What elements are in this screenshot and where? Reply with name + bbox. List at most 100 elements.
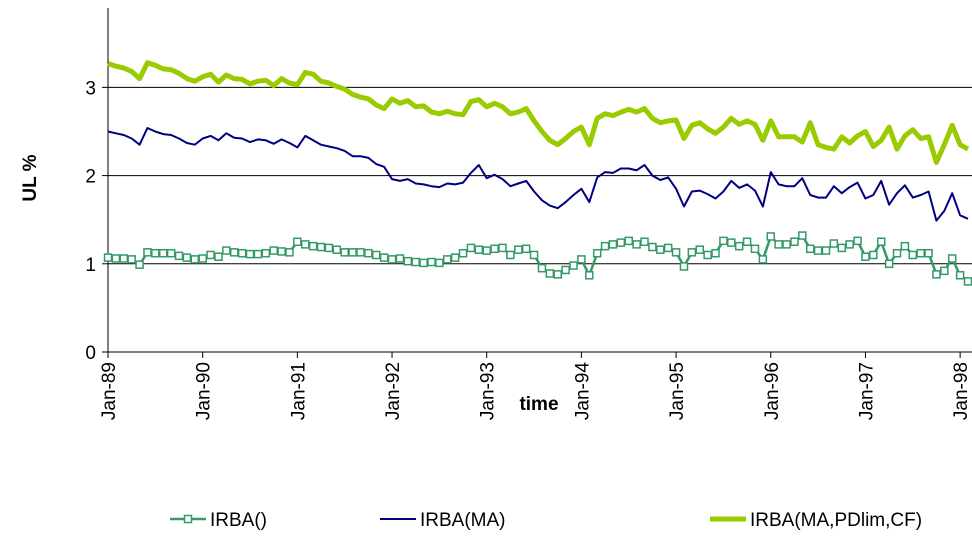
series-line — [107, 60, 970, 165]
point-marker — [734, 241, 744, 251]
y-tick-label: 2 — [85, 167, 96, 188]
point-marker — [577, 255, 586, 264]
point-marker — [908, 250, 918, 260]
point-marker — [798, 231, 807, 240]
point-marker — [482, 246, 491, 255]
legend-marker — [183, 514, 193, 524]
point-marker — [837, 243, 847, 253]
point-marker — [876, 237, 886, 246]
x-tick-label: Jan-92 — [383, 362, 404, 420]
point-marker — [372, 250, 381, 260]
point-marker — [151, 248, 160, 258]
point-marker — [561, 265, 570, 275]
point-marker — [277, 247, 286, 256]
point-marker — [214, 252, 223, 261]
x-tick-label: Jan-93 — [478, 362, 499, 420]
y-axis-label: UL % — [20, 154, 41, 201]
point-marker — [679, 262, 689, 271]
point-marker — [450, 253, 460, 262]
point-marker — [766, 232, 776, 241]
point-marker — [790, 237, 799, 246]
point-marker — [364, 248, 373, 258]
point-marker — [308, 241, 318, 251]
point-marker — [963, 277, 972, 286]
point-marker — [884, 259, 894, 269]
point-marker — [861, 252, 870, 261]
point-marker — [742, 237, 752, 246]
point-marker — [656, 245, 665, 254]
point-marker — [521, 244, 531, 254]
y-tick-label: 1 — [85, 255, 96, 276]
point-marker — [537, 263, 547, 273]
point-marker — [695, 245, 704, 254]
point-marker — [514, 245, 523, 254]
x-tick-label: Jan-89 — [99, 362, 120, 420]
point-marker — [703, 250, 712, 260]
point-marker — [506, 250, 515, 260]
point-marker — [356, 248, 365, 257]
y-tick-label: 3 — [85, 78, 96, 99]
x-tick-label: Jan-97 — [856, 362, 877, 420]
point-marker — [198, 254, 207, 263]
point-marker — [301, 240, 310, 249]
point-marker — [529, 250, 539, 260]
point-marker — [269, 246, 278, 255]
point-marker — [466, 243, 476, 253]
x-tick-label: Jan-91 — [288, 362, 309, 420]
point-marker — [932, 270, 941, 279]
x-tick-label: Jan-90 — [194, 362, 215, 420]
point-marker — [648, 242, 657, 252]
point-marker — [395, 254, 405, 263]
x-axis-label: time — [519, 394, 558, 415]
point-marker — [553, 270, 562, 279]
point-marker — [222, 246, 231, 255]
point-marker — [253, 249, 263, 259]
point-marker — [774, 240, 783, 249]
legend-label: IRBA() — [210, 510, 267, 531]
point-marker — [206, 250, 215, 260]
point-marker — [632, 240, 641, 249]
point-marker — [940, 266, 949, 276]
point-marker — [237, 248, 247, 258]
point-marker — [411, 257, 420, 267]
point-marker — [900, 241, 910, 251]
y-tick-label: 0 — [85, 343, 96, 364]
point-marker — [166, 248, 176, 258]
point-marker — [143, 248, 152, 257]
point-marker — [916, 248, 925, 258]
point-marker — [245, 249, 255, 259]
point-marker — [316, 242, 326, 252]
point-marker — [340, 248, 349, 257]
point-marker — [711, 248, 720, 258]
point-marker — [955, 271, 965, 280]
point-marker — [332, 245, 342, 254]
point-marker — [671, 248, 681, 257]
point-marker — [592, 248, 602, 258]
point-marker — [379, 253, 389, 262]
point-marker — [135, 260, 144, 269]
point-marker — [640, 237, 649, 246]
point-marker — [947, 254, 957, 263]
point-marker — [727, 238, 736, 247]
point-marker — [616, 238, 626, 247]
legend-label: IRBA(MA) — [420, 510, 506, 531]
point-marker — [261, 248, 271, 258]
point-marker — [892, 248, 902, 258]
x-tick-label: Jan-95 — [667, 362, 688, 420]
x-tick-label: Jan-96 — [762, 362, 783, 420]
point-marker — [687, 248, 697, 257]
point-marker — [758, 255, 768, 264]
point-marker — [608, 240, 618, 249]
point-marker — [103, 253, 113, 262]
point-marker — [458, 248, 468, 258]
point-marker — [293, 237, 302, 246]
point-marker — [435, 258, 444, 268]
point-marker — [427, 257, 436, 267]
point-marker — [474, 245, 484, 254]
point-marker — [600, 241, 610, 251]
point-marker — [750, 244, 760, 254]
point-marker — [853, 236, 862, 246]
point-marker — [624, 236, 633, 246]
point-marker — [324, 243, 334, 253]
